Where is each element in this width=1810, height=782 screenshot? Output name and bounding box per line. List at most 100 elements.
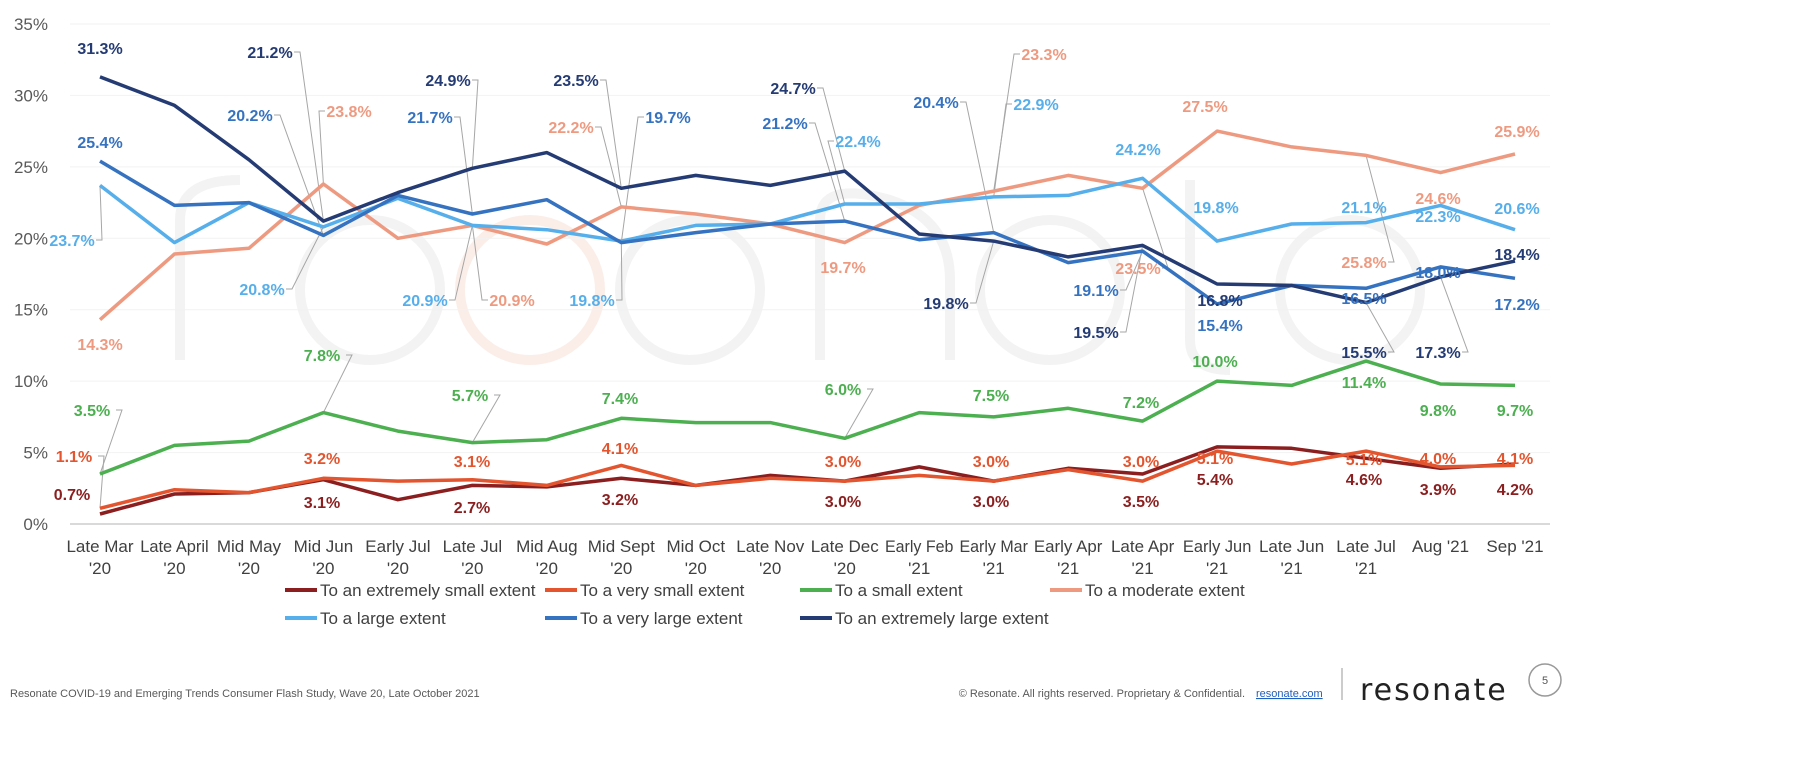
legend-label: To an extremely small extent (320, 581, 536, 600)
leader-line (817, 87, 846, 172)
x-tick-label: Mid Aug (516, 537, 577, 556)
data-label: 3.1% (454, 454, 490, 471)
x-tick-label: '20 (461, 559, 483, 578)
leader-line (600, 79, 622, 189)
data-label: 23.3% (1021, 47, 1066, 64)
leader-line (970, 241, 995, 304)
data-label: 20.8% (239, 282, 284, 299)
x-tick-label: Late Jul (1336, 537, 1396, 556)
legend-label: To a very small extent (580, 581, 745, 600)
x-tick-label: Aug '21 (1412, 537, 1469, 556)
leader-line (1120, 250, 1144, 291)
x-tick-label: Mid Jun (294, 537, 354, 556)
leader-line (449, 225, 473, 301)
series-line-6 (99, 75, 1516, 305)
data-label: 5.1% (1346, 452, 1382, 469)
series-line-2 (99, 359, 1516, 476)
x-tick-label: '21 (1281, 559, 1303, 578)
data-label: 21.7% (407, 110, 452, 127)
y-tick-label: 20% (14, 229, 48, 248)
data-label: 20.9% (489, 293, 534, 310)
data-label: 19.8% (923, 296, 968, 313)
data-label: 25.9% (1494, 124, 1539, 141)
x-tick-label: Late Dec (811, 537, 880, 556)
data-label: 4.2% (1497, 482, 1533, 499)
data-label: 9.7% (1497, 403, 1533, 420)
series-line-5 (99, 159, 1516, 306)
data-label: 24.9% (425, 73, 470, 90)
data-label: 6.0% (825, 382, 861, 399)
leader-line (471, 225, 488, 301)
leader-line (1120, 245, 1144, 333)
x-tick-label: '21 (1206, 559, 1228, 578)
data-label: 22.9% (1013, 97, 1058, 114)
data-label: 24.6% (1415, 191, 1460, 208)
x-tick-label: Early Jul (365, 537, 430, 556)
data-label: 7.2% (1123, 395, 1159, 412)
x-tick-label: '20 (685, 559, 707, 578)
data-label: 4.6% (1346, 472, 1382, 489)
data-label: 22.2% (548, 120, 593, 137)
leader-line (616, 241, 623, 301)
data-label: 24.7% (770, 81, 815, 98)
leader-line (620, 116, 644, 243)
legend-item: To a moderate extent (1050, 581, 1245, 600)
data-label: 16.5% (1341, 291, 1386, 308)
data-label: 24.2% (1115, 142, 1160, 159)
data-label: 19.5% (1073, 325, 1118, 342)
data-label: 7.5% (973, 388, 1009, 405)
leader-line (1440, 276, 1469, 353)
legend-item: To an extremely large extent (800, 609, 1049, 628)
legend-item: To a very small extent (545, 581, 745, 600)
data-label: 4.1% (602, 441, 638, 458)
x-tick-label: '21 (1057, 559, 1079, 578)
footer-copyright: © Resonate. All rights reserved. Proprie… (959, 688, 1245, 700)
data-label: 23.7% (49, 233, 94, 250)
legend-label: To a small extent (835, 581, 963, 600)
data-label: 19.7% (645, 110, 690, 127)
leader-line (286, 226, 324, 290)
data-label: 31.3% (77, 41, 122, 58)
data-label: 15.4% (1197, 318, 1242, 335)
x-tick-label: Sep '21 (1486, 537, 1543, 556)
data-label: 7.8% (304, 348, 340, 365)
leader-line (318, 110, 325, 185)
x-tick-label: Early Apr (1034, 537, 1103, 556)
leader-line (827, 140, 846, 205)
data-label: 27.5% (1182, 99, 1227, 116)
footer-study-text: Resonate COVID-19 and Emerging Trends Co… (10, 688, 480, 700)
legend-label: To a very large extent (580, 609, 743, 628)
data-label: 3.0% (825, 454, 861, 471)
x-tick-label: '21 (1132, 559, 1154, 578)
x-tick-label: Mid Sept (588, 537, 655, 556)
data-label: 21.2% (247, 45, 292, 62)
x-tick-label: Early Jun (1183, 537, 1251, 556)
leader-line (1365, 302, 1395, 353)
legend-label: To an extremely large extent (835, 609, 1049, 628)
leader-line (471, 394, 501, 443)
data-label: 19.7% (820, 260, 865, 277)
data-label: 15.5% (1341, 345, 1386, 362)
leader-line (99, 409, 123, 475)
data-label: 23.5% (1115, 261, 1160, 278)
data-label: 3.0% (973, 454, 1009, 471)
leader-line (96, 185, 103, 241)
x-tick-label: '20 (536, 559, 558, 578)
footer-link[interactable]: resonate.com (1256, 688, 1323, 700)
data-label: 19.8% (569, 293, 614, 310)
legend-label: To a large extent (320, 609, 446, 628)
x-tick-label: Mid Oct (667, 537, 726, 556)
data-label: 19.1% (1073, 283, 1118, 300)
data-label: 3.0% (825, 494, 861, 511)
y-tick-label: 0% (23, 515, 48, 534)
data-label: 21.1% (1341, 200, 1386, 217)
leader-line (294, 51, 324, 222)
leader-line (844, 388, 874, 439)
leader-line (1365, 155, 1395, 263)
x-tick-label: Late Jul (443, 537, 503, 556)
legend-label: To a moderate extent (1085, 581, 1245, 600)
x-tick-label: '20 (163, 559, 185, 578)
series-line-3 (98, 129, 1516, 322)
leader-line (454, 116, 473, 215)
